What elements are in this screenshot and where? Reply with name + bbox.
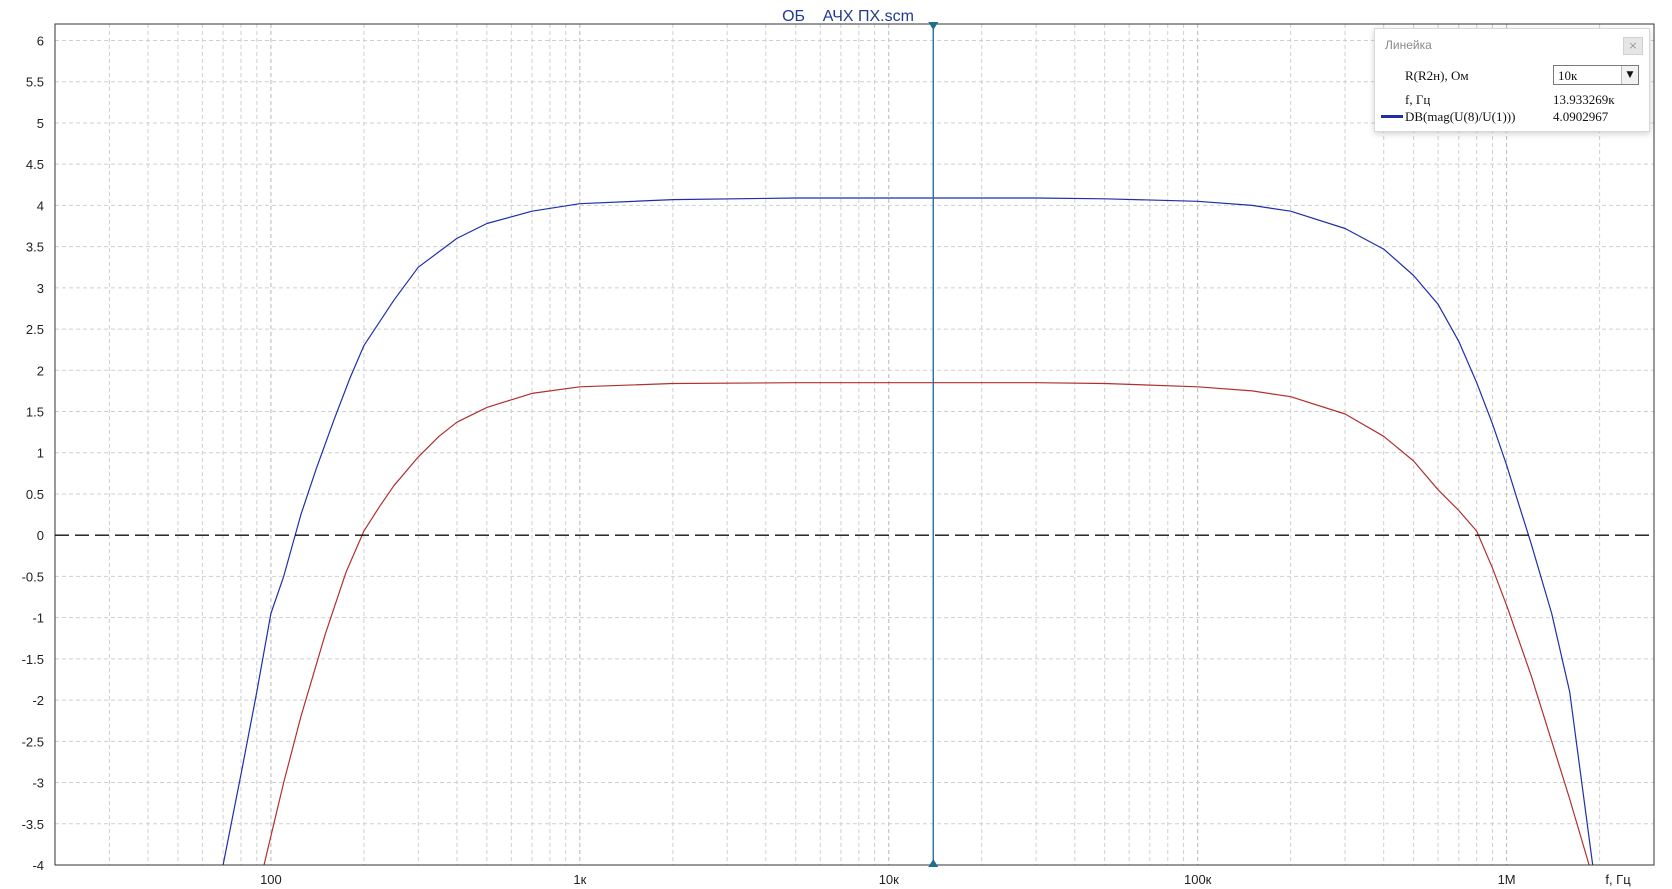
y-tick-label: 4	[37, 198, 44, 213]
param-select[interactable]: 10к ▼	[1553, 65, 1639, 85]
y-tick-label: -4	[32, 858, 44, 873]
y-tick-label: 3	[37, 281, 44, 296]
y-tick-label: 6	[37, 33, 44, 48]
series-line	[263, 382, 1590, 866]
x-tick-label: 100	[260, 872, 282, 887]
y-tick-label: -3	[32, 776, 44, 791]
y-tick-label: -1.5	[22, 652, 44, 667]
y-tick-label: 3.5	[26, 240, 44, 255]
series-value: 4.0902967	[1553, 109, 1609, 124]
ruler-panel[interactable]: Линейка × R(R2н), Ом 10к ▼ f, Гц 13.9332…	[1374, 28, 1650, 132]
x-tick-label: 1М	[1498, 872, 1516, 887]
grid	[54, 24, 1655, 866]
series-label: DB(mag(U(8)/U(1)))	[1405, 109, 1516, 124]
y-tick-label: -2	[32, 693, 44, 708]
param-label: R(R2н), Ом	[1405, 68, 1469, 83]
freq-label: f, Гц	[1405, 92, 1431, 107]
y-tick-label: 1.5	[26, 405, 44, 420]
y-tick-label: 4.5	[26, 157, 44, 172]
close-icon[interactable]: ×	[1623, 37, 1643, 55]
cursor-top-marker	[928, 22, 939, 30]
y-tick-label: 0	[37, 528, 44, 543]
series-line	[222, 197, 1594, 866]
ruler-title: Линейка	[1385, 38, 1432, 52]
y-tick-label: -3.5	[22, 817, 44, 832]
measurement-cursor[interactable]	[928, 22, 939, 867]
plot-frame	[54, 23, 1655, 866]
series-layer	[222, 197, 1594, 866]
y-tick-label: -0.5	[22, 569, 44, 584]
y-tick-label: 5.5	[26, 75, 44, 90]
x-tick-label: 10к	[879, 872, 899, 887]
y-tick-label: 0.5	[26, 487, 44, 502]
y-tick-label: 5	[37, 116, 44, 131]
y-tick-label: 2	[37, 363, 44, 378]
x-tick-label: 100к	[1184, 872, 1212, 887]
y-tick-label: -2.5	[22, 734, 44, 749]
x-axis-label: f, Гц	[1605, 872, 1631, 887]
chevron-down-icon[interactable]: ▼	[1621, 66, 1638, 84]
chart-title: ОБ АЧХ ПХ.scm	[782, 8, 914, 25]
series-legend-swatch	[1381, 115, 1403, 118]
x-tick-label: 1к	[573, 872, 586, 887]
axes: 6 5.5 5 4.5 4 3.5 3 2.5 2 1.5 1 0.5 0 -0.5 -1 -1.5 -2 -2.…	[22, 23, 1655, 887]
y-tick-label: 2.5	[26, 322, 44, 337]
freq-value: 13.933269к	[1553, 92, 1615, 107]
y-tick-label: 1	[37, 446, 44, 461]
y-tick-label: -1	[32, 611, 44, 626]
cursor-bottom-marker	[928, 859, 939, 867]
param-select-value: 10к	[1558, 68, 1578, 83]
